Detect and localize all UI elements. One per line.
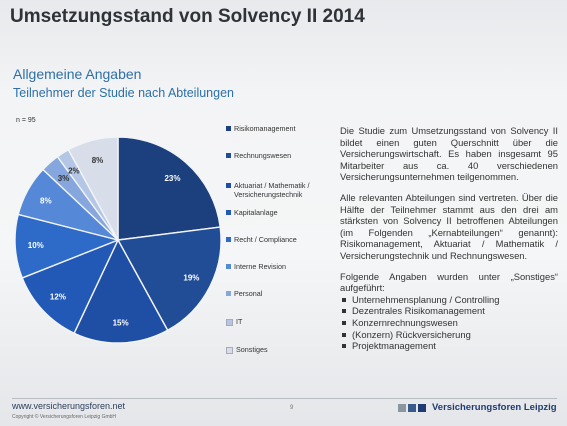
pie-slice-1 — [116, 226, 222, 332]
legend-item: Recht / Compliance — [226, 235, 338, 244]
pie-slice-8 — [67, 136, 119, 241]
slide-title: Umsetzungsstand von Solvency II 2014 — [10, 6, 365, 27]
legend-label: Sonstiges — [236, 345, 268, 354]
sonstiges-paragraph: Folgende Angaben wurden unter „Sonstiges… — [340, 270, 558, 294]
legend-item: Personal — [226, 289, 338, 298]
page-number: 9 — [290, 405, 294, 411]
pie-slice-label: 19% — [183, 273, 199, 282]
legend-label: Personal — [234, 289, 263, 298]
pie-slice-label: 2% — [68, 166, 80, 175]
legend-label: Recht / Compliance — [234, 235, 297, 244]
pie-slice-label: 15% — [113, 318, 129, 327]
legend-item: Rechnungswesen — [226, 151, 338, 160]
pie-slice-0 — [117, 136, 221, 241]
legend-item: IT — [226, 317, 338, 326]
intro-paragraph: Die Studie zum Umsetzungsstand von Solve… — [340, 125, 558, 183]
legend-item: Sonstiges — [226, 345, 338, 354]
legend-swatch — [226, 319, 233, 326]
brand-logo: Versicherungsforen Leipzig — [398, 402, 557, 413]
sample-size-note: n = 95 — [16, 117, 36, 124]
legend-swatch — [226, 237, 231, 242]
section-subtitle: Teilnehmer der Studie nach Abteilungen — [13, 86, 234, 100]
legend-swatch — [226, 291, 231, 296]
footer-copyright: Copyright © Versicherungsforen Leipzig G… — [12, 414, 117, 420]
legend-swatch — [226, 210, 231, 215]
legend-item: Risikomanagement — [226, 124, 338, 133]
pie-slice-label: 8% — [92, 156, 104, 165]
pie-slice-label: 12% — [50, 292, 66, 301]
pie-slice-2 — [73, 238, 169, 344]
pie-slice-label: 3% — [58, 174, 70, 183]
legend-swatch — [226, 126, 231, 131]
legend-label: Rechnungswesen — [234, 151, 292, 160]
legend-swatch — [226, 183, 231, 188]
legend-label: Aktuariat / Mathematik / Versicherungste… — [234, 181, 310, 199]
legend-swatch — [226, 153, 231, 158]
brand-square-icon — [398, 403, 406, 412]
legend-label: Kapitalanlage — [234, 208, 278, 217]
legend-label: IT — [236, 317, 243, 326]
brand-square-icon — [418, 403, 426, 412]
pie-slice-3 — [21, 238, 120, 335]
pie-slice-label: 23% — [164, 174, 180, 183]
sonstiges-list: Unternehmensplanung / Controlling Dezentr… — [340, 294, 558, 352]
brand-square-icon — [408, 403, 416, 412]
sonstiges-list-item: Dezentrales Risikomanagement — [340, 305, 558, 317]
legend-label: Risikomanagement — [234, 124, 296, 133]
pie-slice-label: 8% — [40, 196, 52, 205]
sonstiges-list-item: (Konzern) Rückversicherung — [340, 329, 558, 341]
departments-paragraph: Alle relevanten Abteilungen sind vertret… — [340, 191, 558, 261]
brand-name: Versicherungsforen Leipzig — [432, 402, 557, 413]
sonstiges-list-item: Projektmanagement — [340, 340, 558, 352]
legend-swatch — [226, 347, 233, 354]
footer-url[interactable]: www.versicherungsforen.net — [12, 401, 126, 411]
section-title: Allgemeine Angaben — [13, 66, 142, 82]
pie-slice-label: 10% — [28, 241, 44, 250]
legend-swatch — [226, 264, 231, 269]
footer-divider — [12, 398, 557, 399]
sonstiges-list-item: Unternehmensplanung / Controlling — [340, 294, 558, 306]
legend-item: Interne Revision — [226, 262, 338, 271]
sonstiges-list-item: Konzernrechnungswesen — [340, 317, 558, 329]
description-text: Die Studie zum Umsetzungsstand von Solve… — [340, 125, 558, 352]
legend-item: Kapitalanlage — [226, 208, 338, 217]
legend-item: Aktuariat / Mathematik / Versicherungste… — [226, 181, 338, 199]
legend-label: Interne Revision — [234, 262, 286, 271]
